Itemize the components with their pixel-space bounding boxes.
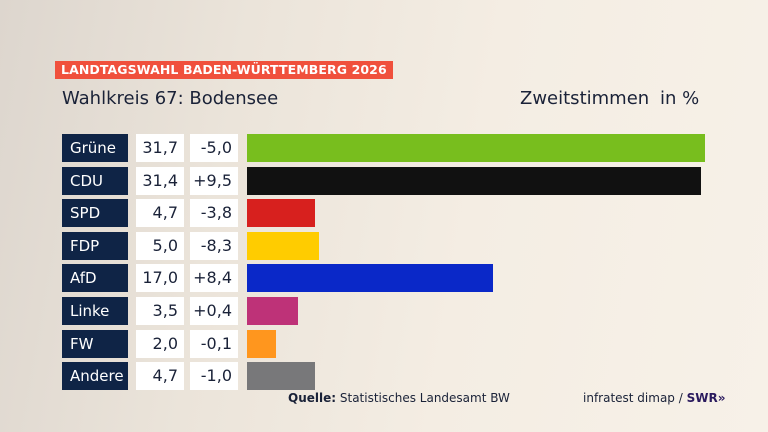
swr-logo: SWR» (686, 391, 726, 405)
value-label: 4,7 (136, 199, 184, 228)
bar (247, 329, 276, 358)
value-label: 31,7 (136, 134, 184, 162)
credit-text: infratest dimap / (583, 391, 683, 405)
election-banner: LANDTAGSWAHL BADEN-WÜRTTEMBERG 2026 (55, 61, 393, 79)
party-label: CDU (62, 166, 128, 195)
change-label: -3,8 (190, 199, 238, 228)
change-label: -1,0 (190, 362, 238, 391)
party-label: FW (62, 329, 128, 358)
value-label: 31,4 (136, 166, 184, 195)
value-label: 17,0 (136, 264, 184, 293)
bar (247, 134, 706, 162)
party-label: Grüne (62, 134, 128, 162)
party-label: FDP (62, 231, 128, 260)
source-label: Quelle: (288, 391, 337, 405)
page-title: Wahlkreis 67: Bodensee (62, 88, 279, 109)
value-label: 5,0 (136, 231, 184, 260)
change-label: -5,0 (190, 134, 238, 162)
vote-type-label: Zweitstimmen (520, 88, 650, 109)
bar (247, 362, 315, 391)
change-label: +9,5 (190, 166, 238, 195)
change-label: +0,4 (190, 297, 238, 325)
party-label: SPD (62, 199, 128, 228)
source: Quelle: Statistisches Landesamt BW (288, 391, 510, 405)
unit-label: in % (660, 88, 700, 109)
party-label: Linke (62, 297, 128, 325)
party-label: AfD (62, 264, 128, 293)
credit: infratest dimap / SWR» (583, 391, 725, 405)
bar (247, 264, 493, 293)
bar (247, 166, 701, 195)
source-text: Statistisches Landesamt BW (339, 391, 510, 405)
bar (247, 231, 320, 260)
value-label: 2,0 (136, 329, 184, 358)
value-label: 3,5 (136, 297, 184, 325)
change-label: +8,4 (190, 264, 238, 293)
value-label: 4,7 (136, 362, 184, 391)
bar (247, 199, 315, 228)
change-label: -0,1 (190, 329, 238, 358)
change-label: -8,3 (190, 231, 238, 260)
bar (247, 297, 298, 325)
party-label: Andere (62, 362, 128, 391)
